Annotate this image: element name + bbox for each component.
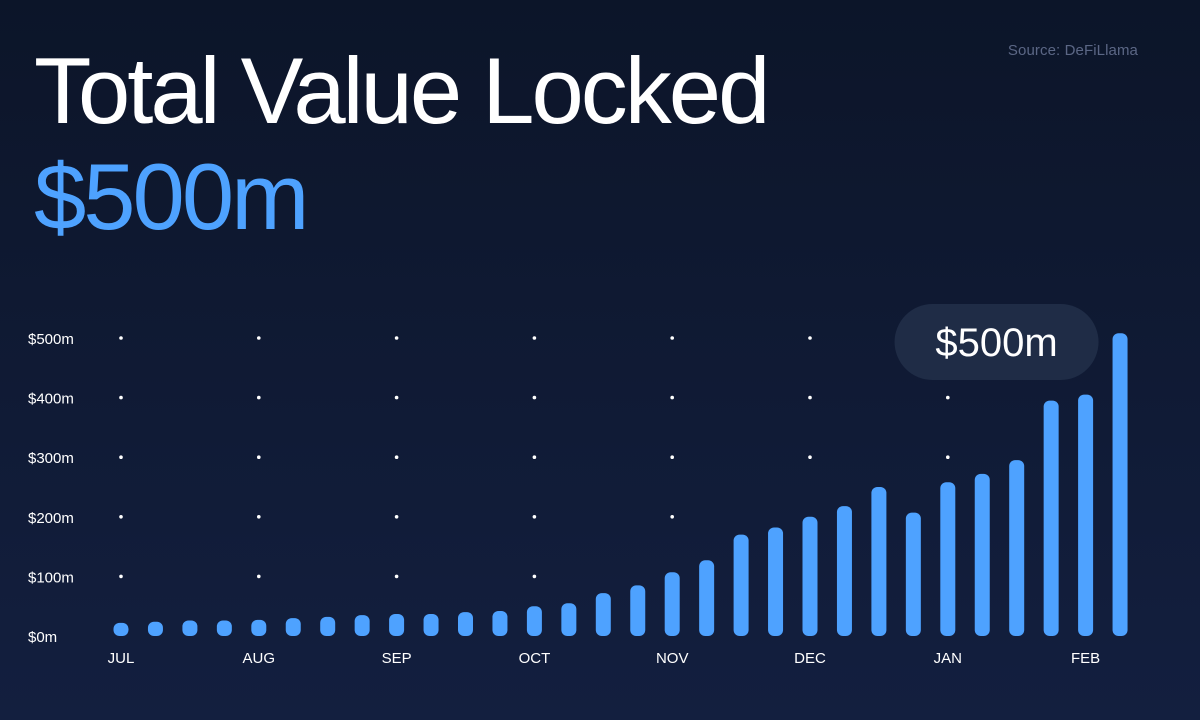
bar [147,621,163,636]
bar [251,619,267,636]
bar [354,615,370,636]
grid-dot [257,574,261,579]
bar [595,593,611,636]
bar [492,610,508,636]
grid-dot [532,336,537,340]
bar [1078,394,1094,636]
grid-dot [808,336,812,340]
grid-dot [532,574,537,579]
bar [664,572,680,636]
grid-dot [119,574,123,579]
x-tick-label: FEB [1071,650,1100,667]
grid-dot [119,336,123,340]
x-tick-label: JUL [108,650,135,667]
y-tick-label: $300m [28,450,74,467]
grid-dot [670,515,674,519]
page-title: Total Value Locked [34,38,770,143]
bar [458,612,473,636]
bar [836,506,852,636]
y-tick-label: $400m [28,391,74,408]
bar [1043,400,1059,636]
bar [940,482,956,636]
grid-dot [257,455,261,460]
x-tick-label: DEC [794,650,826,667]
bar [905,512,921,636]
bar [113,622,129,636]
grid-dot [257,395,261,400]
value-callout [894,304,1099,380]
bar [182,620,198,636]
value-callout-label: $500m [935,321,1057,365]
bar [389,613,405,636]
grid-dot [119,395,123,400]
x-tick-label: SEP [382,650,412,667]
grid-dot [670,455,674,460]
y-tick-label: $100m [28,569,74,586]
grid-dot [808,455,812,460]
x-tick-label: JAN [934,650,962,667]
grid-dot [946,395,950,400]
grid-dot [119,515,123,519]
bar [320,616,336,636]
x-tick-label: OCT [519,650,551,667]
grid-dot [532,515,537,519]
bar [561,603,577,636]
bar [733,534,749,636]
x-tick-label: NOV [656,650,689,667]
grid-dot [119,455,123,460]
bar [630,585,646,636]
grid-dot [257,336,261,340]
grid-dot [670,395,674,400]
y-tick-label: $0m [28,629,57,646]
grid-dot [394,515,399,519]
bar [285,618,301,636]
bar [802,516,818,636]
bar [974,473,990,636]
bar [1112,333,1128,636]
grid-dot [670,336,674,340]
grid-dot [532,395,537,400]
y-tick-label: $500m [28,331,74,348]
grid-dot [394,336,399,340]
grid-dot [394,574,399,579]
bar [871,487,887,636]
grid-dot [532,455,537,460]
y-tick-label: $200m [28,510,74,527]
grid-dot [394,455,399,460]
grid-dot [808,395,812,400]
bar [768,527,784,636]
grid-dot [257,515,261,519]
headline-value: $500m [34,144,309,249]
source-note: Source: DeFiLlama [1007,42,1138,59]
bar [526,606,542,636]
grid-dot [946,455,950,460]
x-tick-label: AUG [243,650,276,667]
bar [423,613,439,636]
bar [1009,460,1025,636]
bar [699,560,715,636]
grid-dot [394,395,399,400]
bar [216,620,232,636]
